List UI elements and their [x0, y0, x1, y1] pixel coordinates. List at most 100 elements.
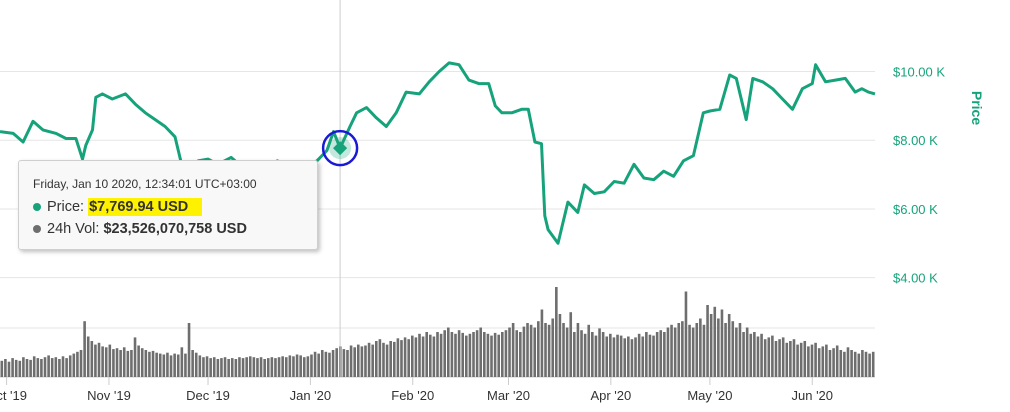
volume-bar	[18, 360, 22, 377]
volume-bar	[58, 359, 61, 377]
volume-bar	[429, 334, 432, 377]
volume-bar	[302, 357, 306, 377]
volume-bar	[148, 351, 151, 377]
volume-bar	[180, 347, 184, 377]
volume-bar	[475, 330, 479, 377]
volume-bar	[425, 332, 428, 377]
volume-bar	[450, 332, 454, 377]
volume-bar	[295, 354, 299, 377]
volume-bar	[864, 351, 868, 377]
volume-bar	[259, 357, 263, 377]
volume-bar	[612, 337, 616, 377]
volume-bar	[194, 352, 198, 377]
volume-bar	[457, 330, 461, 377]
volume-bar	[853, 351, 857, 377]
volume-bar	[868, 353, 871, 377]
volume-bar	[522, 326, 526, 377]
volume-bar	[832, 348, 835, 377]
volume-bar	[349, 345, 353, 377]
volume-bar	[432, 336, 436, 377]
volume-bar	[68, 355, 72, 377]
volume-bar	[288, 355, 292, 377]
volume-bar	[29, 359, 32, 377]
tooltip-volume-value: $23,526,070,758 USD	[103, 221, 247, 237]
volume-bar	[533, 327, 537, 377]
x-tick-label: Mar '20	[487, 388, 530, 403]
annotation-circle	[321, 129, 359, 167]
volume-bar	[356, 344, 360, 377]
volume-bar	[803, 341, 807, 377]
volume-bar	[828, 350, 832, 377]
volume-bar	[504, 330, 508, 377]
volume-bar	[212, 357, 216, 377]
volume-bar	[119, 350, 122, 377]
volume-bar	[61, 356, 65, 377]
volume-bar	[666, 327, 670, 377]
volume-bar	[277, 357, 281, 377]
volume-bar	[756, 336, 760, 377]
volume-bar	[230, 358, 234, 377]
volume-bar	[591, 332, 594, 377]
volume-bar	[551, 318, 555, 377]
volume-bar	[7, 361, 11, 377]
volume-bar	[346, 350, 349, 377]
volume-bar	[382, 342, 385, 377]
volume-bar	[360, 346, 364, 377]
volume-bar	[79, 350, 83, 377]
volume-bar	[72, 353, 76, 377]
volume-bar	[544, 323, 547, 377]
volume-bar	[781, 337, 785, 377]
volume-bar	[292, 356, 295, 377]
volume-bar	[645, 332, 648, 377]
x-tick-label: Jan '20	[290, 388, 332, 403]
volume-bar	[385, 344, 389, 377]
volume-bar	[50, 358, 54, 377]
x-tick-label: Jun '20	[792, 388, 834, 403]
volume-bar	[547, 324, 551, 377]
y-axis-ticks: $4.00 K $6.00 K $8.00 K $10.00 K	[893, 65, 945, 286]
y-tick-label: $10.00 K	[893, 65, 945, 80]
volume-bar	[483, 332, 486, 377]
volume-bar	[130, 350, 133, 377]
volume-bar	[90, 341, 94, 377]
volume-bar	[241, 358, 245, 377]
y-tick-label: $8.00 K	[893, 133, 938, 148]
volume-bar	[396, 338, 400, 377]
volume-bar	[410, 335, 414, 377]
volume-bar	[353, 347, 356, 377]
volume-bar	[817, 348, 821, 377]
volume-bar	[40, 359, 43, 377]
tooltip-price-value: $7,769.94 USD	[88, 198, 203, 216]
volume-bar	[529, 324, 533, 377]
volume-bar	[763, 339, 767, 377]
volume-bars	[0, 287, 875, 377]
volume-bar	[871, 351, 875, 377]
volume-bar	[86, 336, 90, 377]
volume-bar	[501, 332, 504, 377]
volume-bar	[702, 324, 706, 377]
volume-bar	[328, 352, 331, 377]
volume-bar	[555, 287, 558, 377]
volume-bar	[245, 357, 248, 377]
volume-bar	[526, 323, 529, 377]
volume-bar	[699, 318, 702, 377]
volume-bar	[162, 354, 166, 377]
volume-bar	[753, 332, 756, 377]
volume-bar	[821, 346, 825, 377]
volume-bar	[785, 342, 789, 377]
volume-bar	[76, 351, 79, 377]
volume-bar	[569, 312, 573, 377]
volume-bar	[173, 353, 176, 377]
volume-bar	[407, 339, 410, 377]
volume-bar	[122, 347, 126, 377]
volume-bar	[670, 324, 673, 377]
volume-bar	[691, 327, 695, 377]
volume-bar	[281, 356, 284, 377]
volume-bar	[652, 335, 655, 377]
volume-bar	[673, 327, 677, 377]
volume-bar	[720, 309, 724, 377]
x-tick-label: Apr '20	[590, 388, 631, 403]
volume-bar	[659, 330, 663, 377]
volume-bar	[191, 350, 194, 377]
